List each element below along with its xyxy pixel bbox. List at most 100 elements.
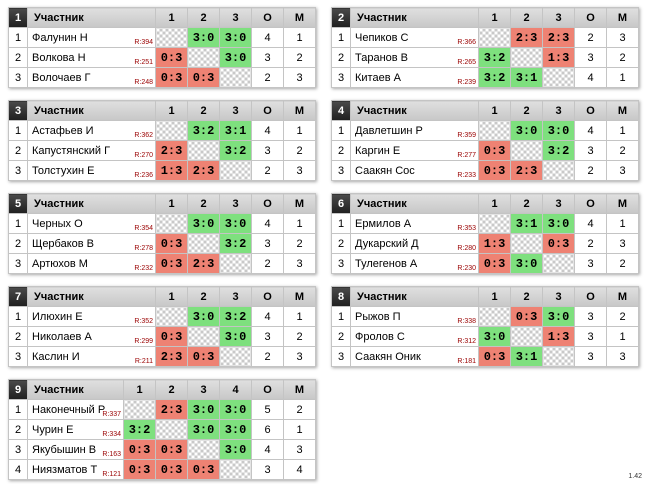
player-index: 2 <box>8 326 28 347</box>
player-rating: R:337 <box>102 411 121 418</box>
player-index: 3 <box>8 67 28 88</box>
player-name-cell[interactable]: Саакян Оник R:181 <box>350 346 479 367</box>
player-index: 1 <box>331 27 351 48</box>
player-name[interactable]: Черных О <box>32 218 83 230</box>
player-name[interactable]: Капустянский Г <box>32 145 111 157</box>
player-name[interactable]: Фалунин Н <box>32 32 88 44</box>
player-name-cell[interactable]: Наконечный Р R:337 <box>27 399 124 420</box>
player-name[interactable]: Китаев А <box>355 72 401 84</box>
player-name[interactable]: Ермилов А <box>355 218 412 230</box>
col-header: 2 <box>510 100 543 121</box>
match-result <box>478 306 511 327</box>
match-result: 2:3 <box>187 160 220 181</box>
player-row: 2 Фролов С R:312 3:0 1:3 3 1 <box>331 326 639 347</box>
player-name-cell[interactable]: Волкова Н R:251 <box>27 47 156 68</box>
player-name-cell[interactable]: Капустянский Г R:270 <box>27 140 156 161</box>
match-result: 0:3 <box>478 346 511 367</box>
player-name-cell[interactable]: Фролов С R:312 <box>350 326 479 347</box>
match-result <box>510 326 543 347</box>
player-name-cell[interactable]: Каргин Е R:277 <box>350 140 479 161</box>
player-name[interactable]: Чепиков С <box>355 32 409 44</box>
place-header: М <box>606 100 639 121</box>
player-name[interactable]: Артюхов М <box>32 258 88 270</box>
place-value: 1 <box>606 120 639 141</box>
player-name-cell[interactable]: Якубышин В R:163 <box>27 439 124 460</box>
group-number: 5 <box>8 193 28 214</box>
player-row: 1 Фалунин Н R:394 3:0 3:0 4 1 <box>8 27 316 48</box>
player-name[interactable]: Каргин Е <box>355 145 401 157</box>
player-name-cell[interactable]: Ниязматов Т R:121 <box>27 459 124 480</box>
player-name-cell[interactable]: Китаев А R:239 <box>350 67 479 88</box>
player-name-cell[interactable]: Таранов В R:265 <box>350 47 479 68</box>
player-rating: R:280 <box>457 245 476 252</box>
points-value: 3 <box>574 253 607 274</box>
player-name[interactable]: Рыжов П <box>355 311 401 323</box>
group-header-row: 3 Участник 1 2 3 О М <box>8 100 316 121</box>
player-index: 1 <box>8 27 28 48</box>
player-name-cell[interactable]: Рыжов П R:338 <box>350 306 479 327</box>
points-value: 3 <box>574 140 607 161</box>
player-rating: R:239 <box>457 79 476 86</box>
player-name[interactable]: Якубышин В <box>32 444 97 456</box>
match-result <box>510 140 543 161</box>
player-name-cell[interactable]: Фалунин Н R:394 <box>27 27 156 48</box>
player-name-cell[interactable]: Саакян Сос R:233 <box>350 160 479 181</box>
player-name[interactable]: Дукарский Д <box>355 238 419 250</box>
points-value: 3 <box>574 326 607 347</box>
match-result <box>187 439 220 460</box>
player-name[interactable]: Давлетшин Р <box>355 125 423 137</box>
player-name[interactable]: Саакян Оник <box>355 351 421 363</box>
player-name-cell[interactable]: Илюхин Е R:352 <box>27 306 156 327</box>
match-result: 2:3 <box>155 140 188 161</box>
player-name[interactable]: Каслин И <box>32 351 80 363</box>
player-name[interactable]: Волкова Н <box>32 52 86 64</box>
player-name-cell[interactable]: Николаев А R:299 <box>27 326 156 347</box>
player-name[interactable]: Саакян Сос <box>355 165 415 177</box>
match-result: 2:3 <box>542 27 575 48</box>
player-name-cell[interactable]: Дукарский Д R:280 <box>350 233 479 254</box>
place-value: 3 <box>283 160 316 181</box>
player-row: 3 Артюхов М R:232 0:3 2:3 2 3 <box>8 253 316 274</box>
player-name-cell[interactable]: Ермилов А R:353 <box>350 213 479 234</box>
player-name-cell[interactable]: Щербаков В R:278 <box>27 233 156 254</box>
col-header: 3 <box>187 379 220 400</box>
player-name[interactable]: Таранов В <box>355 52 409 64</box>
match-result <box>155 419 188 440</box>
player-name-cell[interactable]: Давлетшин Р R:359 <box>350 120 479 141</box>
group-number: 8 <box>331 286 351 307</box>
player-name[interactable]: Волочаев Г <box>32 72 91 84</box>
col-header: 3 <box>219 286 252 307</box>
group-header-row: 6 Участник 1 2 3 О М <box>331 193 639 214</box>
place-value: 3 <box>283 67 316 88</box>
place-header: М <box>283 286 316 307</box>
match-result <box>155 120 188 141</box>
player-name[interactable]: Астафьев И <box>32 125 94 137</box>
group-header-row: 4 Участник 1 2 3 О М <box>331 100 639 121</box>
player-name[interactable]: Чурин Е <box>32 424 74 436</box>
player-name-cell[interactable]: Волочаев Г R:248 <box>27 67 156 88</box>
player-name-cell[interactable]: Тулегенов А R:230 <box>350 253 479 274</box>
player-name-cell[interactable]: Черных О R:354 <box>27 213 156 234</box>
player-name-cell[interactable]: Астафьев И R:362 <box>27 120 156 141</box>
player-name[interactable]: Николаев А <box>32 331 92 343</box>
player-name[interactable]: Наконечный Р <box>32 404 106 416</box>
player-row: 2 Дукарский Д R:280 1:3 0:3 2 3 <box>331 233 639 254</box>
player-name[interactable]: Щербаков В <box>32 238 95 250</box>
player-name[interactable]: Ниязматов Т <box>32 464 98 476</box>
player-name[interactable]: Илюхин Е <box>32 311 83 323</box>
place-header: М <box>606 286 639 307</box>
group-table-8: 8 Участник 1 2 3 О М 1 Рыжов П R:338 0:3 … <box>331 286 639 367</box>
player-name[interactable]: Фролов С <box>355 331 405 343</box>
participant-header: Участник <box>27 379 124 400</box>
player-name-cell[interactable]: Чурин Е R:334 <box>27 419 124 440</box>
player-name-cell[interactable]: Толстухин Е R:236 <box>27 160 156 181</box>
player-name[interactable]: Толстухин Е <box>32 165 95 177</box>
player-name[interactable]: Тулегенов А <box>355 258 418 270</box>
match-result: 3:2 <box>219 140 252 161</box>
player-name-cell[interactable]: Артюхов М R:232 <box>27 253 156 274</box>
points-value: 3 <box>574 47 607 68</box>
match-result: 3:2 <box>123 419 156 440</box>
player-name-cell[interactable]: Чепиков С R:366 <box>350 27 479 48</box>
player-name-cell[interactable]: Каслин И R:211 <box>27 346 156 367</box>
points-value: 4 <box>251 27 284 48</box>
